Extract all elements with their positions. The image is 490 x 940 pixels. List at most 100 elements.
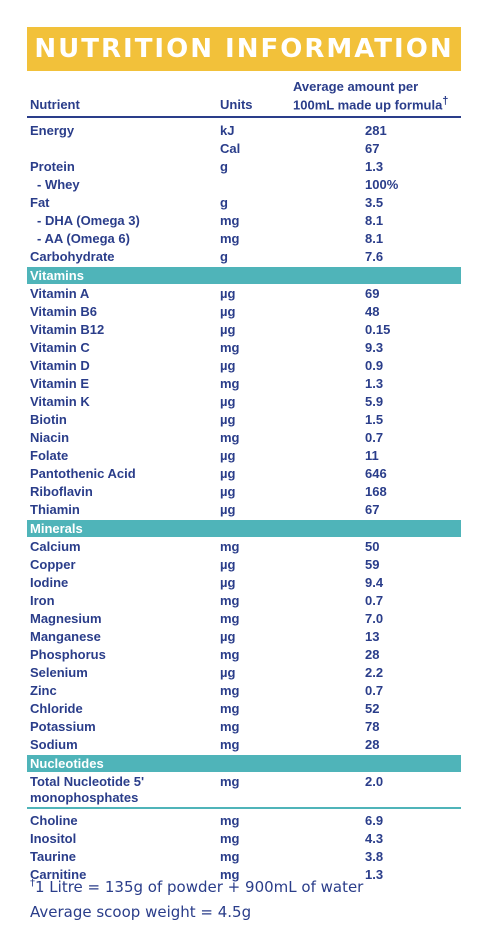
nutrient-unit: µg — [220, 412, 236, 427]
header-nutrient: Nutrient — [30, 97, 80, 112]
nutrient-name: Carbohydrate — [30, 249, 115, 264]
table-row: Taurine mg 3.8 — [27, 848, 461, 866]
nutrient-name: Vitamin B6 — [30, 304, 97, 319]
nutrient-value: 2.0 — [365, 774, 384, 789]
nutrient-value: 1.3 — [365, 376, 384, 391]
vitamins-list: Vitamin A µg 69 Vitamin B6 µg 48 Vitamin B12 µg… — [27, 285, 461, 519]
footnote-text-2: Average scoop weight = 4.5g — [30, 903, 252, 921]
table-row: Sodium mg 28 — [27, 736, 461, 754]
nutrient-unit: g — [220, 159, 228, 174]
table-row: Chloride mg 52 — [27, 700, 461, 718]
table-row: Vitamin E mg 1.3 — [27, 375, 461, 393]
nutrient-value: 2.2 — [365, 665, 384, 680]
table-row: Protein g 1.3 — [27, 158, 461, 176]
nutrient-unit: µg — [220, 448, 236, 463]
table-row: Calcium mg 50 — [27, 538, 461, 556]
nutrient-value: 28 — [365, 737, 380, 752]
nutrient-name: Choline — [30, 813, 78, 828]
nutrient-unit: mg — [220, 213, 240, 228]
nutrient-unit: mg — [220, 831, 240, 846]
nutrient-value: 9.3 — [365, 340, 384, 355]
section-divider — [27, 807, 461, 809]
footnote-mark: † — [30, 878, 35, 889]
nutrient-name: Pantothenic Acid — [30, 466, 136, 481]
nutrient-name: Vitamin C — [30, 340, 90, 355]
nutrient-unit: µg — [220, 358, 236, 373]
nutrient-value: 67 — [365, 502, 380, 517]
table-row: - Whey 100% — [27, 176, 461, 194]
nutrient-unit: Cal — [220, 141, 241, 156]
section-minerals: Minerals — [27, 520, 461, 537]
table-row: Folate µg 11 — [27, 447, 461, 465]
nutrient-unit: µg — [220, 575, 236, 590]
nutrient-name: Iron — [30, 593, 55, 608]
footnote-text-1: 1 Litre = 135g of powder + 900mL of wate… — [35, 878, 364, 896]
nutrient-value: 646 — [365, 466, 387, 481]
table-row: Vitamin B12 µg 0.15 — [27, 321, 461, 339]
nutrient-name: Vitamin A — [30, 286, 90, 301]
nutrient-value: 11 — [365, 448, 379, 463]
nutrient-name: Vitamin E — [30, 376, 90, 391]
table-row: Biotin µg 1.5 — [27, 411, 461, 429]
nutrient-unit: µg — [220, 502, 236, 517]
nutrient-name: Folate — [30, 448, 69, 463]
nutrient-unit: µg — [220, 557, 236, 572]
page-title: NUTRITION INFORMATION — [34, 34, 454, 64]
nutrient-name: Energy — [30, 123, 75, 138]
nutrient-value: 6.9 — [365, 813, 384, 828]
table-row: Choline mg 6.9 — [27, 812, 461, 830]
nutrient-value: 78 — [365, 719, 380, 734]
nutrient-value: 100% — [365, 177, 399, 192]
nutrient-name: Manganese — [30, 629, 101, 644]
header-amount-line1: Average amount per — [293, 78, 419, 94]
nutrient-value: 8.1 — [365, 213, 384, 228]
table-row: Cal 67 — [27, 140, 461, 158]
nutrient-name: Inositol — [30, 831, 77, 846]
table-row: Selenium µg 2.2 — [27, 664, 461, 682]
header-amount-line2: 100mL made up formula — [293, 97, 443, 112]
nutrient-value: 168 — [365, 484, 387, 499]
nutrient-name: - Whey — [37, 177, 80, 192]
table-row: Iron mg 0.7 — [27, 592, 461, 610]
nutrient-unit: g — [220, 195, 228, 210]
nutrient-unit: mg — [220, 737, 240, 752]
nutrient-value: 1.3 — [365, 159, 384, 174]
nutrient-value: 50 — [365, 539, 380, 554]
nutrient-unit: mg — [220, 611, 240, 626]
table-row: Energy kJ 281 — [27, 122, 461, 140]
table-row: Manganese µg 13 — [27, 628, 461, 646]
nutrient-unit: mg — [220, 774, 240, 789]
nutrient-value: 13 — [365, 629, 380, 644]
nutrient-value: 0.15 — [365, 322, 391, 337]
nutrient-unit: µg — [220, 629, 236, 644]
section-vitamins: Vitamins — [27, 267, 461, 284]
nutrient-unit: mg — [220, 231, 240, 246]
nutrient-unit: µg — [220, 394, 236, 409]
nutrient-name: Sodium — [30, 737, 78, 752]
table-row: Iodine µg 9.4 — [27, 574, 461, 592]
header-amount: Average amount per 100mL made up formula… — [293, 79, 448, 112]
table-row: Zinc mg 0.7 — [27, 682, 461, 700]
table-row: Vitamin D µg 0.9 — [27, 357, 461, 375]
nutrient-value: 0.7 — [365, 430, 384, 445]
nutrient-unit: mg — [220, 593, 240, 608]
nutrient-unit: µg — [220, 665, 236, 680]
nutrient-value: 0.7 — [365, 593, 384, 608]
table-row: - AA (Omega 6) mg 8.1 — [27, 230, 461, 248]
nutrient-name: Magnesium — [30, 611, 102, 626]
nutrient-value: 69 — [365, 286, 380, 301]
nutrient-value: 0.9 — [365, 358, 384, 373]
nutrient-name: Carnitine — [30, 867, 87, 882]
nutrient-value: 1.3 — [365, 867, 384, 882]
footnote-line1: †1 Litre = 135g of powder + 900mL of wat… — [30, 878, 363, 896]
nutrient-name: Riboflavin — [30, 484, 93, 499]
nutrient-name: Chloride — [30, 701, 83, 716]
table-header: Nutrient Units Average amount per 100mL … — [27, 71, 461, 118]
title-banner: NUTRITION INFORMATION — [27, 27, 461, 71]
table-row: Inositol mg 4.3 — [27, 830, 461, 848]
nucleotide-name-line1: Total Nucleotide 5' — [30, 774, 145, 789]
nutrient-value: 48 — [365, 304, 380, 319]
nutrient-unit: µg — [220, 484, 236, 499]
nutrient-unit: mg — [220, 849, 240, 864]
nutrient-unit: mg — [220, 430, 240, 445]
